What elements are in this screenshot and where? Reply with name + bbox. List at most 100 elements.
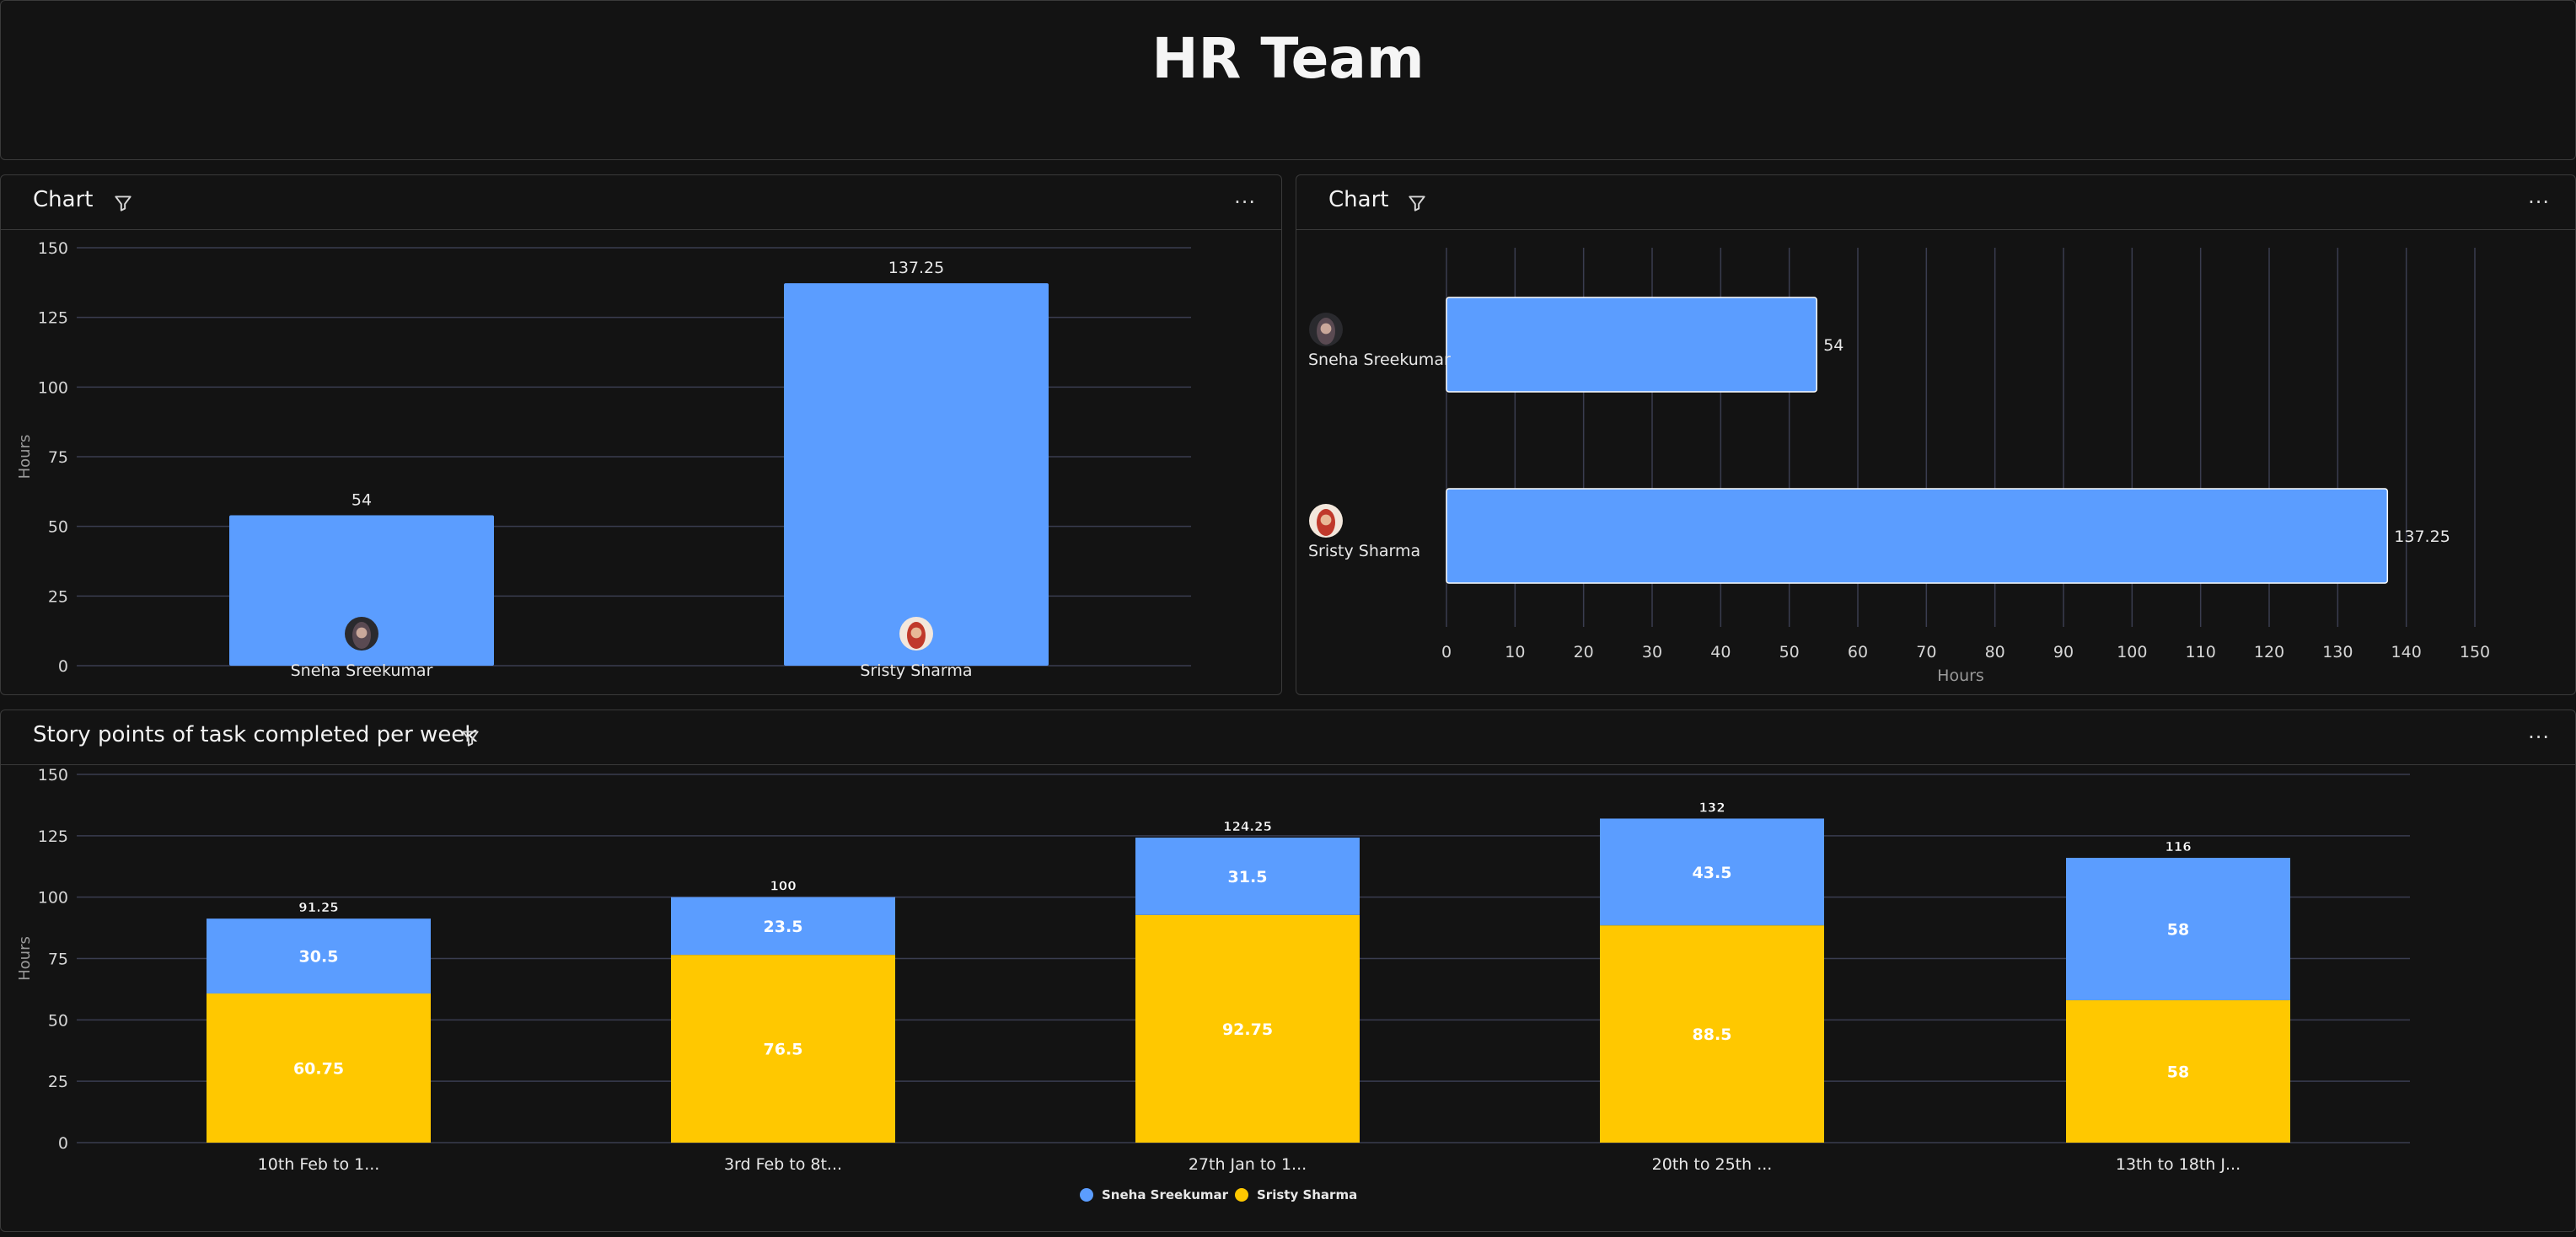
x-tick-label: Sneha Sreekumar	[291, 661, 433, 680]
x-tick-label: 50	[1779, 643, 1800, 661]
segment-label: 31.5	[1228, 868, 1268, 886]
segment-label: 58	[2167, 921, 2189, 940]
avatar-icon	[1309, 313, 1343, 346]
x-tick-label: 27th Jan to 1...	[1189, 1155, 1307, 1174]
bar-segment	[207, 993, 431, 1143]
y-tick-label: 150	[38, 766, 68, 785]
y-tick-label: Sneha Sreekumar	[1308, 351, 1451, 369]
data-label: 137.25	[2394, 527, 2450, 546]
chart-panel-3: Story points of task completed per week …	[0, 710, 2576, 1232]
total-label: 124.25	[1223, 819, 1272, 834]
chart-panel-1: Chart ··· 0 25 50 75 100 125 150 Hours 54 Sneha S…	[0, 174, 1282, 695]
x-tick-label: 20th to 25th ...	[1652, 1155, 1773, 1174]
bar-segment	[207, 918, 431, 994]
x-tick-label: 140	[2391, 643, 2422, 661]
segment-label: 43.5	[1693, 864, 1732, 882]
total-label: 91.25	[298, 900, 338, 915]
y-tick-label: 50	[48, 518, 68, 537]
x-axis-label: Hours	[1937, 667, 1984, 685]
x-tick-label: 100	[2117, 643, 2147, 661]
legend-label: Sristy Sharma	[1257, 1187, 1357, 1202]
segment-label: 23.5	[764, 918, 803, 936]
x-tick-label: 80	[1985, 643, 2005, 661]
bar	[784, 283, 1049, 666]
bar-segment	[1600, 925, 1824, 1143]
total-label: 132	[1699, 800, 1725, 815]
segment-label: 76.5	[764, 1041, 803, 1059]
chart-panel-2: Chart ··· 0 10 20 30 40 50 60 70 80 90 100 110 120 13…	[1296, 174, 2576, 695]
y-axis-label: Hours	[16, 936, 34, 981]
chart-panel-3-header: Story points of task completed per week …	[1, 710, 2575, 765]
total-label: 116	[2165, 839, 2191, 854]
y-tick-label: 125	[38, 827, 68, 846]
x-tick-label: 20	[1574, 643, 1594, 661]
bar-chart-1: 0 25 50 75 100 125 150 Hours 54 Sneha Sreekumar 13…	[16, 239, 1191, 680]
x-tick-label: 150	[2460, 643, 2490, 661]
segment-label: 60.75	[293, 1060, 344, 1079]
x-tick-label: 90	[2053, 643, 2074, 661]
legend-marker	[1080, 1188, 1093, 1202]
x-tick-label: 0	[1441, 643, 1452, 661]
stacked-bar-chart: 0 25 50 75 100 125 150 Hours 60.75 30.5 91.25 10th …	[16, 766, 2410, 1202]
x-tick-label: 60	[1848, 643, 1868, 661]
bar-segment	[671, 897, 895, 956]
filter-icon[interactable]	[459, 727, 481, 749]
more-options-icon[interactable]: ···	[1234, 190, 1256, 214]
y-tick-label: 25	[48, 1073, 68, 1091]
segment-label: 30.5	[299, 948, 339, 967]
y-tick-label: 75	[48, 951, 68, 969]
x-tick-label: 130	[2322, 643, 2353, 661]
bar	[229, 515, 494, 666]
header-panel: HR Team	[0, 0, 2576, 160]
bar-segment	[1600, 818, 1824, 926]
x-tick-label: 13th to 18th J...	[2116, 1155, 2241, 1174]
x-tick-label: 110	[2186, 643, 2216, 661]
more-options-icon[interactable]: ···	[2528, 726, 2550, 749]
x-tick-label: 70	[1916, 643, 1936, 661]
y-axis-label: Hours	[16, 435, 34, 479]
filter-icon[interactable]	[1406, 192, 1428, 214]
legend-label: Sneha Sreekumar	[1102, 1187, 1229, 1202]
bar-segment	[1135, 914, 1360, 1143]
segment-label: 88.5	[1693, 1025, 1732, 1044]
y-tick-label: 125	[38, 309, 68, 328]
data-label: 54	[1823, 336, 1843, 355]
y-tick-label: Sristy Sharma	[1308, 542, 1420, 560]
avatar-icon	[345, 617, 378, 651]
legend-marker	[1235, 1188, 1248, 1202]
bar	[1446, 488, 2389, 584]
segment-label: 58	[2167, 1063, 2189, 1082]
y-tick-label: 0	[58, 657, 68, 676]
y-tick-label: 75	[48, 448, 68, 467]
x-tick-label: 10	[1505, 643, 1525, 661]
segment-label: 92.75	[1222, 1020, 1273, 1039]
total-label: 100	[770, 879, 796, 894]
chart-panel-3-title: Story points of task completed per week	[33, 722, 478, 747]
bar-segment	[2066, 858, 2290, 1001]
bar	[1446, 297, 1817, 393]
avatar-icon	[899, 617, 933, 651]
filter-icon[interactable]	[112, 192, 134, 214]
bar-segment	[1135, 838, 1360, 915]
horizontal-bar-chart: 0 10 20 30 40 50 60 70 80 90 100 110 120 130 140 150 Hou…	[1308, 248, 2490, 685]
x-tick-label: Sristy Sharma	[860, 661, 972, 680]
y-tick-label: 150	[38, 239, 68, 258]
more-options-icon[interactable]: ···	[2528, 190, 2550, 214]
x-tick-label: 3rd Feb to 8t...	[724, 1155, 842, 1174]
chart-panel-2-title: Chart	[1328, 187, 1389, 212]
x-tick-label: 10th Feb to 1...	[258, 1155, 380, 1174]
y-tick-label: 0	[58, 1134, 68, 1153]
x-tick-label: 40	[1710, 643, 1731, 661]
avatar-icon	[1309, 504, 1343, 538]
chart-panel-2-header: Chart ···	[1296, 175, 2575, 230]
chart-panel-1-title: Chart	[33, 187, 94, 212]
bar-segment	[671, 955, 895, 1143]
bar-segment	[2066, 1000, 2290, 1143]
data-label: 54	[352, 490, 372, 509]
y-tick-label: 25	[48, 587, 68, 606]
page-title: HR Team	[1151, 26, 1425, 91]
y-tick-label: 100	[38, 889, 68, 908]
x-tick-label: 120	[2254, 643, 2284, 661]
x-tick-label: 30	[1642, 643, 1662, 661]
data-label: 137.25	[888, 259, 944, 277]
